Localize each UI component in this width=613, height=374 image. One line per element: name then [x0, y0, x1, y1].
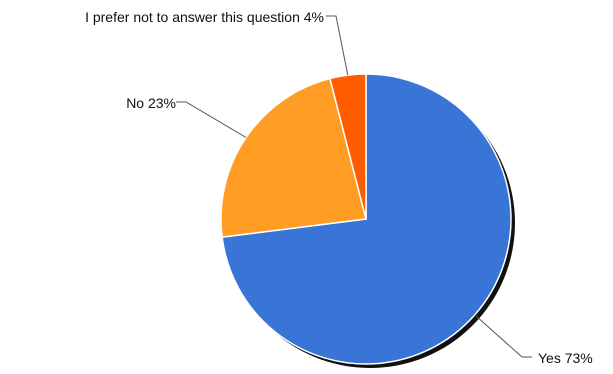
leader-line-yes — [474, 314, 532, 358]
pie-slice-no — [220, 77, 367, 238]
pie-slices — [220, 73, 512, 365]
leader-line-i — [326, 15, 349, 76]
pie-labels: Yes 73% No 23% I prefer not to answer this… — [85, 9, 593, 366]
pie-slice-i-prefer-not-to-answer-this-question — [329, 73, 367, 220]
slice-label-i: I prefer not to answer this question 4% — [85, 9, 324, 25]
leader-line-no — [176, 101, 247, 138]
slice-label-no: No 23% — [126, 95, 176, 111]
pie-leader-lines — [176, 15, 532, 358]
slice-label-yes: Yes 73% — [538, 350, 593, 366]
